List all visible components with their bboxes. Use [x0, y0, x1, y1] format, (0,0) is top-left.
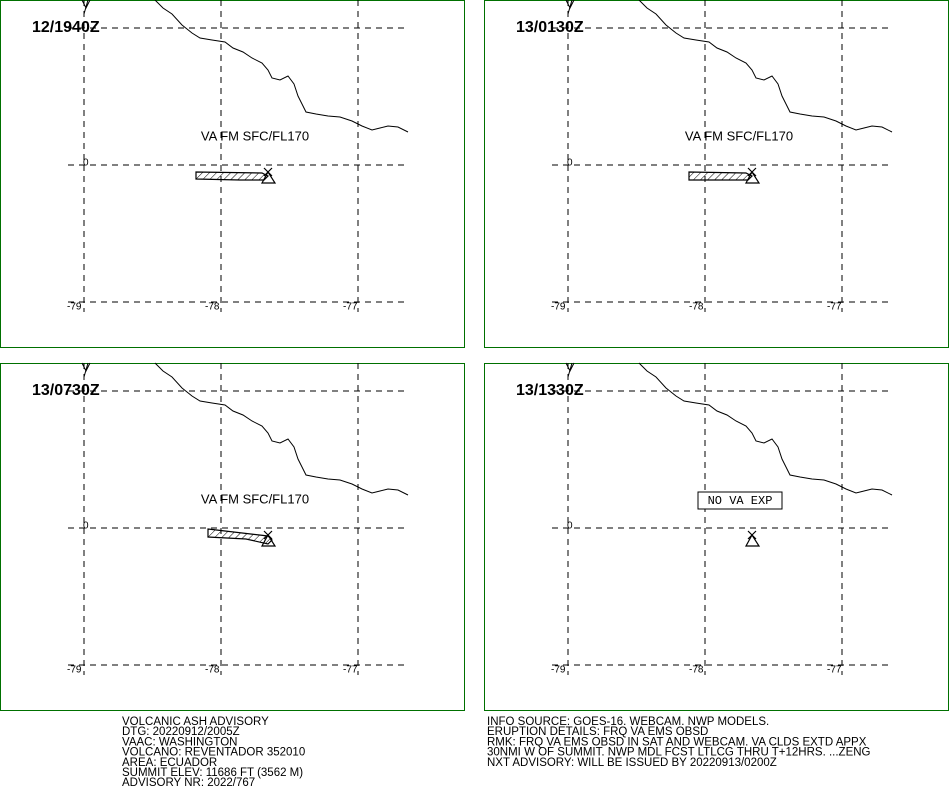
valid-time: 13/1330Z — [516, 382, 584, 399]
map-panel: 0 -79 -78 -77 13/0130Z VA FM SFC/FL170 — [484, 0, 949, 348]
volcano — [744, 533, 761, 547]
ash-area — [195, 171, 270, 181]
coastline — [154, 362, 409, 496]
coastline — [565, 362, 575, 378]
lon-label: -77 — [343, 302, 358, 313]
coastline — [565, 0, 575, 15]
lon-label: -79 — [551, 665, 566, 676]
advisory-line: VAAC: WASHINGTON — [122, 736, 237, 748]
lon-label: -77 — [827, 665, 842, 676]
valid-time: 13/0730Z — [32, 382, 100, 399]
lon-label: -78 — [205, 302, 220, 313]
lat-label: 0 — [83, 158, 89, 169]
map-panel: 0 -79 -78 -77 13/0730Z VA FM SFC/FL170 — [0, 362, 465, 711]
coastline — [154, 0, 409, 133]
panel-border — [484, 363, 949, 711]
lon-label: -77 — [827, 302, 842, 313]
lat-label: 0 — [567, 521, 573, 532]
advisory-line: ADVISORY NR: 2022/767 — [122, 777, 255, 789]
valid-time: 12/1940Z — [32, 19, 100, 36]
advisory-line: VOLCANO: REVENTADOR 352010 — [122, 747, 305, 759]
annotation: VA FM SFC/FL170 — [201, 128, 309, 143]
annotation: VA FM SFC/FL170 — [201, 491, 309, 506]
annotation: NO VA EXP — [708, 494, 773, 508]
panel-border — [0, 363, 465, 711]
panel-border — [0, 0, 465, 348]
advisory-line: 30NMI W OF SUMMIT. NWP MDL FCST LTLCG TH… — [487, 747, 871, 759]
lon-label: -79 — [551, 302, 566, 313]
map-panel: 0 -79 -78 -77 13/1330Z NO VA EXP — [484, 362, 949, 711]
ash-area — [207, 528, 273, 545]
lat-label: 0 — [567, 158, 573, 169]
lon-label: -78 — [689, 302, 704, 313]
map-panel: 0 -79 -78 -77 12/1940Z VA FM SFC/FL170 — [0, 0, 465, 348]
coastline — [638, 362, 893, 496]
ash-area — [688, 171, 754, 181]
coastline — [638, 0, 893, 133]
advisory-line: INFO SOURCE: GOES-16. WEBCAM. NWP MODELS… — [487, 716, 769, 728]
lon-label: -78 — [689, 665, 704, 676]
advisory-line: RMK: FRQ VA EMS OBSD IN SAT AND WEBCAM. … — [487, 736, 867, 748]
lon-label: -78 — [205, 665, 220, 676]
coastline — [81, 362, 91, 378]
advisory-line: VOLCANIC ASH ADVISORY — [122, 716, 269, 728]
panel-border — [484, 0, 949, 348]
annotation: VA FM SFC/FL170 — [685, 128, 793, 143]
lat-label: 0 — [83, 521, 89, 532]
volcano-x — [747, 167, 757, 177]
volcano-x — [263, 167, 273, 177]
volcano — [260, 533, 277, 547]
annotation-box — [697, 491, 783, 510]
volcano-x — [263, 530, 273, 540]
volcano — [260, 170, 277, 184]
advisory-line: DTG: 20220912/2005Z — [122, 726, 240, 738]
advisory-line: AREA: ECUADOR — [122, 757, 217, 769]
advisory-line: NXT ADVISORY: WILL BE ISSUED BY 20220913… — [487, 757, 777, 769]
advisory-line: SUMMIT ELEV: 11686 FT (3562 M) — [122, 767, 303, 779]
lon-label: -79 — [67, 665, 82, 676]
lon-label: -77 — [343, 665, 358, 676]
valid-time: 13/0130Z — [516, 19, 584, 36]
advisory-line: ERUPTION DETAILS: FRQ VA EMS OBSD — [487, 726, 708, 738]
volcano — [744, 170, 761, 184]
coastline — [81, 0, 91, 15]
lon-label: -79 — [67, 302, 82, 313]
volcano-x — [747, 530, 757, 540]
